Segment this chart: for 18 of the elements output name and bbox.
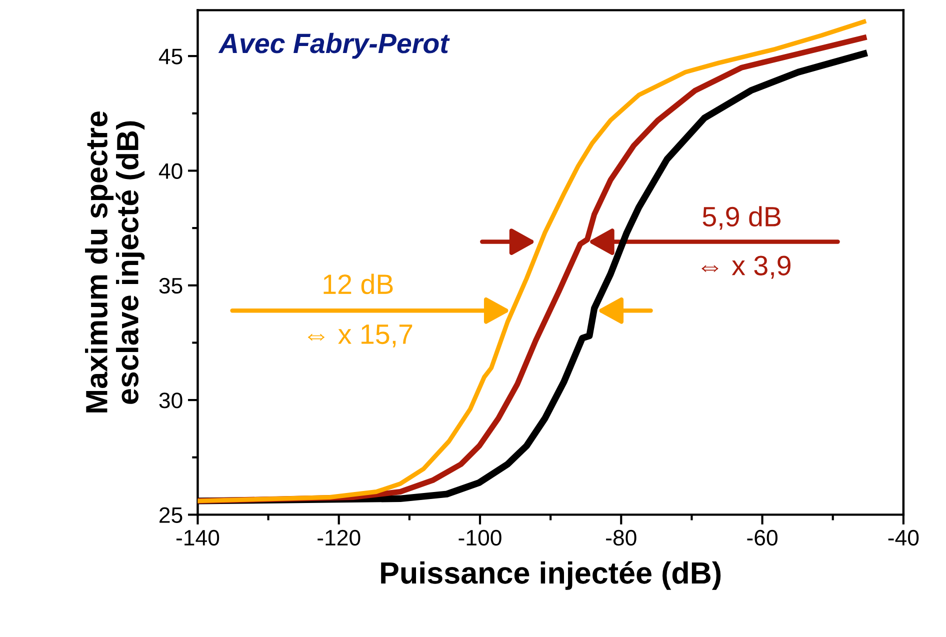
x-tick-label: -80: [606, 530, 636, 546]
annotation: 12 dB: [324, 274, 393, 294]
x-tick-label: -120: [318, 530, 360, 546]
y-axis-title: Maximum du spectre esclave injecté (dB): [85, 112, 145, 412]
x-tick-label: -100: [458, 530, 502, 546]
text: Avec Fabry-Perot: [218, 32, 450, 59]
y-tick-label: 35: [159, 278, 182, 294]
annotation: ⇔ x 15,7: [308, 324, 412, 348]
x-tick-label: -40: [888, 530, 919, 546]
y-tick-label: 40: [158, 163, 182, 179]
annotation: ⇔ x 3,9: [702, 256, 790, 279]
y-tick-label: 25: [160, 507, 182, 523]
y-tick-label: 45: [158, 48, 182, 64]
x-axis-title: Puissance injectée (dB): [381, 561, 721, 590]
x-tick-label: -140: [176, 530, 220, 546]
y-tick-label: 30: [159, 392, 182, 408]
annotation: 5,9 dB: [702, 206, 781, 230]
x-tick-label: -60: [747, 530, 778, 546]
